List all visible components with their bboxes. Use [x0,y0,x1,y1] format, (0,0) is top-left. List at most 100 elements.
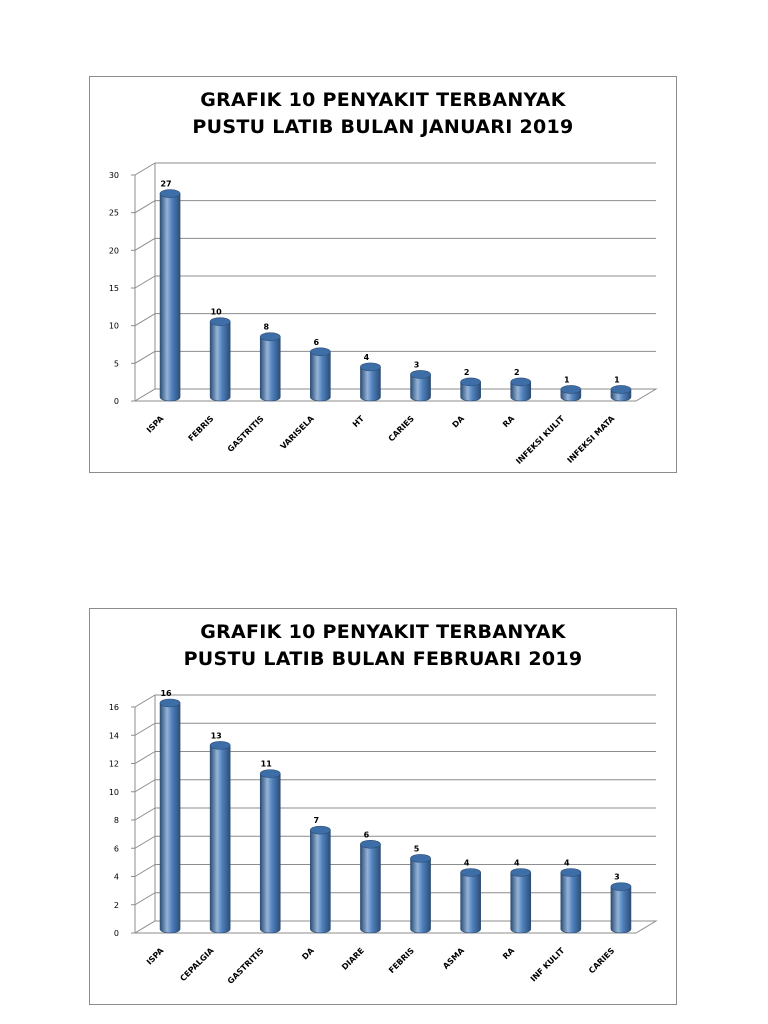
bar-asma: 4 [460,859,481,934]
bar-top [310,347,331,357]
chart-panel-january: GRAFIK 10 PENYAKIT TERBANYAK PUSTU LATIB… [89,76,677,473]
data-label: 5 [414,844,420,853]
category-label: DA [300,945,316,961]
bar-gastritis: 8 [259,323,281,402]
data-label: 6 [314,338,320,347]
bar-top [310,825,331,835]
y-tick-label: 10 [109,322,119,331]
category-label: CARIES [387,414,416,443]
gridline-depth [134,722,156,736]
category-label: ASMA [441,945,466,970]
bar-body [259,336,281,402]
y-tick-label: 30 [109,171,119,180]
bar-body [510,872,532,934]
y-tick-label: 4 [114,873,119,882]
bar-body [259,773,281,934]
bar-body [510,381,532,402]
bar-da: 7 [310,816,331,934]
gridline-depth [134,779,156,793]
data-label: 6 [364,830,370,839]
data-label: 3 [414,360,420,369]
y-tick-label: 14 [109,731,119,740]
category-label: RA [501,413,517,429]
bar-top [410,370,431,379]
category-label: INFEKSI MATA [566,413,617,464]
chart-title: GRAFIK 10 PENYAKIT TERBANYAK PUSTU LATIB… [90,619,676,673]
data-label: 4 [364,353,370,362]
gridline-depth [134,350,156,364]
category-label: CEPALGIA [178,945,216,983]
bar-top [560,385,582,394]
bar-top [560,868,582,877]
chart-title-line-2: PUSTU LATIB BULAN JANUARI 2019 [192,116,574,138]
bar-top [510,377,532,387]
data-label: 11 [261,760,273,769]
bar-top [610,385,632,394]
gridline-depth [134,200,156,214]
category-label: FEBRIS [187,414,216,443]
bar-da: 2 [460,368,481,402]
y-tick-label: 16 [109,703,119,712]
data-label: 4 [564,859,570,868]
y-tick-label: 15 [109,284,119,293]
chart-panel-february: GRAFIK 10 PENYAKIT TERBANYAK PUSTU LATIB… [89,608,677,1005]
category-label: CARIES [587,946,616,975]
gridline-depth [134,162,156,176]
category-label: DIARE [340,946,366,972]
bar-caries: 3 [410,360,431,402]
bar-ispa: 27 [159,180,181,402]
data-label: 2 [464,368,470,377]
bar-febris: 10 [209,308,231,402]
bar-top [360,362,381,372]
data-label: 16 [160,689,172,698]
category-label: ISPA [145,945,166,966]
bar-body [610,886,632,934]
bar-body [460,872,481,934]
y-tick-label: 10 [109,788,119,797]
data-label: 1 [614,375,620,384]
bar-body [209,745,231,934]
bar-cepalgia: 13 [209,731,231,934]
category-label: INFEKSI KULIT [514,414,566,466]
chart-title: GRAFIK 10 PENYAKIT TERBANYAK PUSTU LATIB… [90,87,676,141]
bar-body [310,829,331,934]
chart-title-line-2: PUSTU LATIB BULAN FEBRUARI 2019 [183,648,583,670]
gridline-depth [134,275,156,289]
bar-body [209,321,231,402]
bar-body [410,374,431,402]
y-tick-label: 20 [109,246,119,255]
bar-body [360,843,381,934]
category-label: RA [501,945,517,961]
bar-infeksi-kulit: 1 [560,375,582,402]
bar-top [360,839,381,849]
bar-top [159,698,181,708]
category-label: DA [451,413,467,429]
bar-ra: 4 [510,859,532,934]
bar-top [510,868,532,877]
bar-infeksi-mata: 1 [610,375,632,402]
bar-varisela: 6 [310,338,331,402]
y-tick-label: 8 [114,816,119,825]
data-label: 10 [211,308,223,317]
bar-top [410,854,431,863]
y-tick-label: 5 [114,359,119,368]
bar-top [209,741,231,750]
data-label: 2 [514,368,520,377]
bar-top [460,868,481,877]
data-label: 3 [614,873,620,882]
category-label: INF KULIT [529,946,567,984]
gridline-depth [134,864,156,877]
bar-chart-january: 0 5 10 15 20 25 30 27 ISPA 10 FEBRIS 8 GASTRITIS 6 VAR… [109,162,658,466]
bar-body [310,351,331,402]
category-label: FEBRIS [387,946,416,975]
bar-gastritis: 11 [259,760,281,934]
bar-top [159,189,181,198]
category-label: GASTRITIS [226,414,266,454]
y-tick-label: 12 [109,760,119,769]
bar-caries: 3 [610,873,632,934]
gridline-depth [134,694,156,708]
bar-top [460,377,481,387]
bar-febris: 5 [410,844,431,934]
bar-ht: 4 [360,353,381,402]
bar-top [610,882,632,891]
